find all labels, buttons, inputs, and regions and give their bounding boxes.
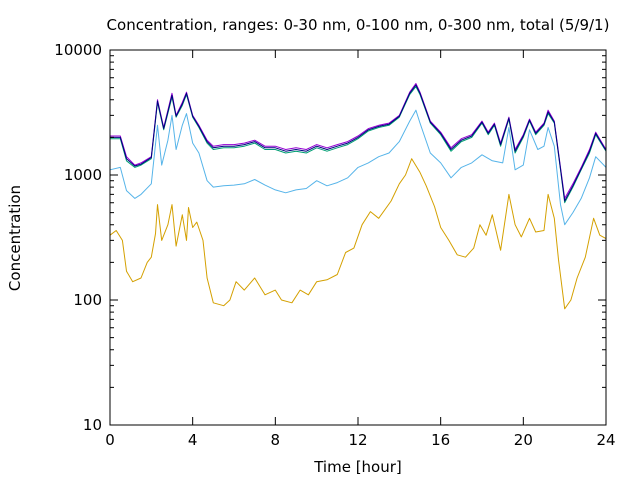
- x-axis-label: Time [hour]: [313, 458, 402, 476]
- y-tick-label: 100: [73, 291, 102, 309]
- chart-title: Concentration, ranges: 0-30 nm, 0-100 nm…: [107, 16, 610, 34]
- y-axis-ticks: 10 100 1000 10000: [54, 41, 606, 434]
- y-tick-label: 1000: [64, 166, 102, 184]
- series-line-4: [110, 83, 607, 199]
- x-tick-label: 8: [271, 431, 281, 449]
- y-tick-label: 10000: [54, 41, 102, 59]
- x-tick-label: 0: [105, 431, 115, 449]
- series-line-3: [110, 86, 607, 204]
- x-tick-label: 4: [188, 431, 198, 449]
- y-axis-label: Concentration: [6, 185, 24, 291]
- x-tick-label: 16: [431, 431, 450, 449]
- x-tick-label: 24: [596, 431, 615, 449]
- series-line-1: [109, 158, 607, 310]
- x-tick-label: 12: [348, 431, 367, 449]
- x-tick-label: 20: [514, 431, 533, 449]
- series-layer: [109, 83, 607, 310]
- x-axis-ticks: 0 4 8 12 16 20 24: [105, 50, 616, 449]
- series-line-5: [110, 84, 607, 202]
- series-line-2: [109, 109, 607, 226]
- y-tick-label: 10: [83, 416, 102, 434]
